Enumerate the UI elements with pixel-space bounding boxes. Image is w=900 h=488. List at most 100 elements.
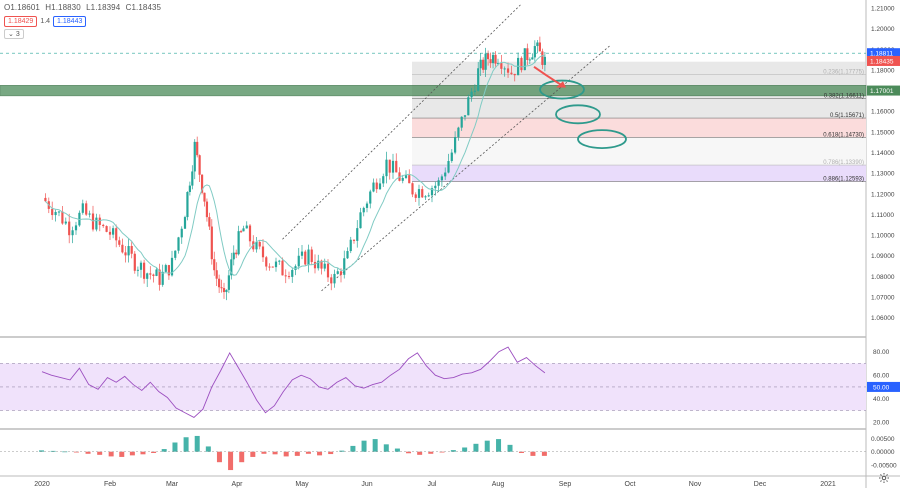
candle-body — [362, 207, 365, 213]
macd-bar — [417, 451, 423, 455]
candle-body — [491, 54, 495, 64]
candle-body — [242, 228, 245, 232]
rsi-line — [41, 346, 546, 418]
candle-body — [220, 287, 223, 289]
macd-tick-label: 0.00000 — [871, 449, 895, 456]
fib-label: 0.236(1.17775) — [823, 70, 864, 76]
macd-bar — [339, 450, 345, 452]
candle-body — [365, 203, 369, 208]
candle-body — [54, 211, 57, 216]
candle-body — [51, 208, 54, 216]
candle-body — [313, 261, 317, 269]
candle-body — [526, 48, 529, 61]
sell-button[interactable]: 1.18429 — [4, 16, 38, 27]
candle-body — [297, 255, 300, 267]
candle-body — [161, 271, 164, 285]
time-tick-label: Jun — [361, 481, 372, 488]
candle-body — [203, 192, 206, 202]
macd-bar — [194, 435, 200, 452]
fib-label: 0.618(1.14730) — [823, 132, 864, 138]
macd-bar — [372, 439, 378, 452]
candle-body — [139, 262, 143, 270]
candle-body — [359, 212, 362, 229]
candle-body — [248, 225, 252, 242]
macd-bar — [50, 450, 56, 452]
candle-body — [421, 189, 424, 198]
fib-zone-red — [412, 118, 866, 138]
candle-body — [307, 249, 310, 265]
macd-bar — [450, 450, 456, 452]
candle-body — [482, 59, 485, 70]
macd-bar — [541, 451, 547, 456]
macd-bar — [518, 451, 524, 453]
macd-bar — [129, 451, 135, 456]
macd-bar — [239, 451, 245, 463]
macd-bar — [250, 451, 256, 457]
candle-body — [494, 54, 497, 64]
macd-bar — [530, 451, 536, 456]
candle-body — [395, 160, 398, 173]
candle-body — [473, 90, 476, 92]
candle-body — [424, 196, 427, 198]
trade-buttons: 1.18429 1.4 1.18443 — [4, 16, 87, 27]
macd-bar — [119, 451, 125, 457]
macd-bar — [350, 445, 356, 452]
forecast-arrow — [533, 66, 563, 87]
price-tag — [867, 55, 900, 66]
candle-body — [304, 251, 307, 265]
macd-bar — [140, 451, 146, 455]
macd-bar — [317, 451, 323, 456]
candle-body — [417, 189, 421, 198]
macd-bar — [428, 451, 434, 454]
candle-body — [88, 213, 91, 215]
candle-body — [198, 155, 201, 175]
price-tick-label: 1.07000 — [871, 295, 895, 302]
price-tick-label: 1.09000 — [871, 253, 895, 260]
candle-body — [149, 273, 152, 275]
low-value: L1.18394 — [86, 3, 121, 12]
candle-body — [136, 269, 139, 271]
candle-body — [112, 228, 115, 235]
candle-body — [339, 271, 343, 275]
candle-body — [237, 231, 240, 255]
price-tick-label: 1.18000 — [871, 67, 895, 74]
macd-tick-label: -0.00500 — [871, 462, 897, 469]
candle-body — [85, 203, 88, 215]
gear-icon[interactable] — [878, 472, 890, 484]
candle-body — [232, 252, 235, 260]
macd-bar — [462, 447, 468, 452]
candle-body — [378, 183, 382, 190]
macd-bar — [496, 439, 502, 452]
candle-body — [208, 217, 211, 227]
macd-bar — [161, 449, 167, 452]
candle-body — [196, 141, 199, 156]
candle-body — [108, 231, 112, 235]
price-tag — [867, 85, 900, 96]
macd-bar — [328, 451, 334, 455]
candle-body — [326, 263, 330, 278]
time-tick-label: Apr — [232, 481, 244, 488]
time-tick-label: Oct — [625, 481, 636, 488]
candle-body — [349, 239, 352, 252]
candle-body — [503, 68, 506, 70]
candle-body — [124, 252, 127, 256]
candle-body — [528, 59, 531, 61]
buy-button[interactable]: 1.18443 — [53, 16, 87, 27]
candle-body — [463, 115, 467, 117]
candle-body — [133, 253, 136, 271]
candle-body — [479, 59, 482, 69]
collapse-indicators-button[interactable]: ⌄ 3 — [4, 29, 24, 39]
candle-body — [164, 265, 167, 272]
price-tag-label: 1.17001 — [870, 88, 894, 95]
candle-body — [457, 127, 460, 137]
candle-body — [74, 225, 78, 231]
candle-body — [281, 260, 284, 276]
candle-body — [484, 53, 487, 70]
time-tick-label: Nov — [689, 481, 702, 488]
forecast-arrowhead — [556, 81, 566, 88]
macd-bar — [39, 450, 44, 452]
candle-body — [218, 278, 221, 288]
candle-body — [71, 230, 74, 236]
macd-bar — [383, 444, 389, 452]
